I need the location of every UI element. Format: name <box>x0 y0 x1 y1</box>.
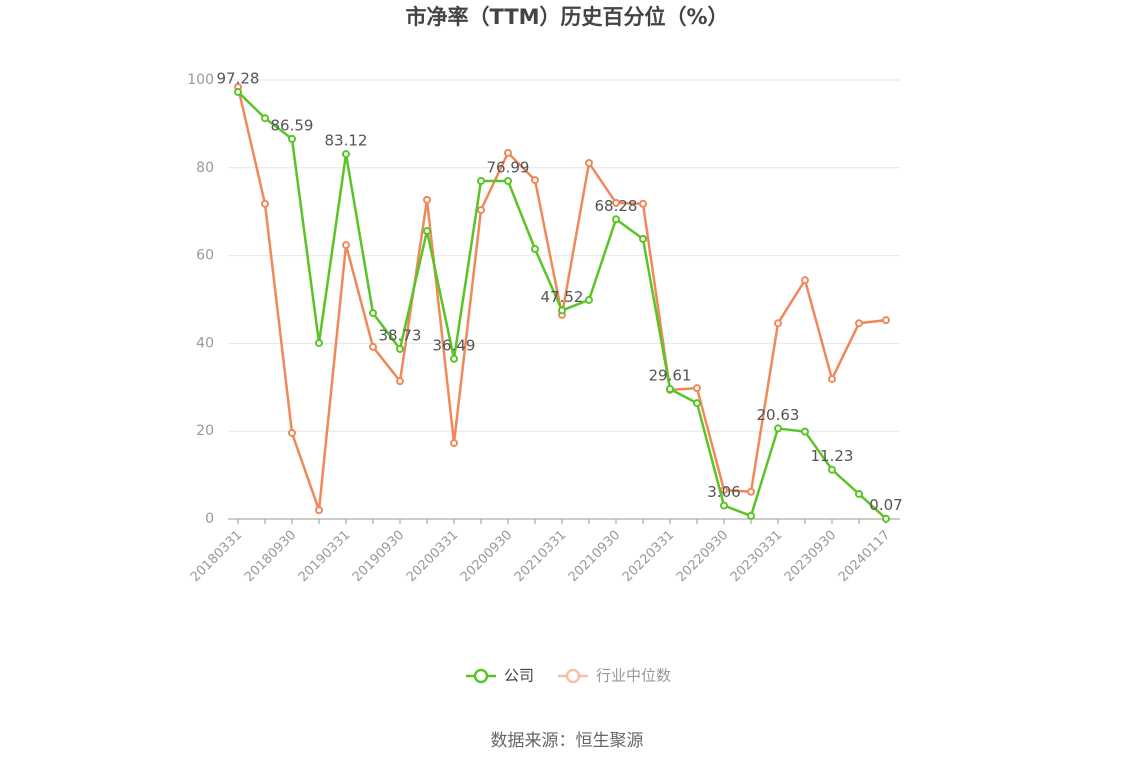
x-tick-label: 20220930 <box>674 528 731 585</box>
data-label: 83.12 <box>325 132 368 150</box>
data-label: 11.23 <box>811 447 854 465</box>
point <box>342 150 350 159</box>
x-tick-label: 20200930 <box>458 528 515 585</box>
x-tick-label: 20210930 <box>566 528 623 585</box>
x-tick-label: 20190930 <box>350 528 407 585</box>
y-tick-label: 80 <box>196 160 214 176</box>
point <box>288 134 296 143</box>
data-label: 29.61 <box>649 367 692 385</box>
chart-title: 市净率（TTM）历史百分位（%） <box>405 5 728 29</box>
x-tick-label: 20240117 <box>836 528 893 585</box>
point <box>612 198 620 207</box>
point <box>693 384 701 393</box>
point <box>639 199 647 208</box>
point <box>585 158 593 167</box>
y-tick-label: 100 <box>187 72 214 88</box>
data-label: 20.63 <box>757 406 800 424</box>
point <box>666 385 674 394</box>
point <box>450 354 458 363</box>
y-tick-label: 40 <box>196 335 214 351</box>
y-tick-label: 0 <box>205 511 214 527</box>
point <box>504 177 512 186</box>
point <box>639 234 647 243</box>
point <box>450 439 458 448</box>
point <box>774 319 782 328</box>
point <box>882 316 890 325</box>
x-tick-label: 20210331 <box>512 528 569 585</box>
y-tick-label: 60 <box>196 248 214 264</box>
x-tick-label: 20180930 <box>242 528 299 585</box>
point <box>585 295 593 304</box>
data-label: 3.06 <box>707 483 740 501</box>
point <box>747 511 755 520</box>
point <box>423 227 431 236</box>
x-tick-label: 20230331 <box>728 528 785 585</box>
x-tick-label: 20230930 <box>782 528 839 585</box>
data-label: 38.73 <box>379 326 422 344</box>
point <box>315 338 323 347</box>
x-tick-label: 20220331 <box>620 528 677 585</box>
point <box>828 374 836 383</box>
point <box>828 465 836 474</box>
point <box>693 399 701 408</box>
x-tick-label: 20190331 <box>296 528 353 585</box>
data-label: 36.49 <box>433 336 476 354</box>
point <box>882 514 890 523</box>
point <box>558 306 566 315</box>
point <box>342 241 350 250</box>
legend-label: 行业中位数 <box>596 667 671 685</box>
source: 数据来源：恒生聚源 <box>491 731 644 751</box>
legend-label: 公司 <box>504 667 534 685</box>
data-label: 47.52 <box>541 288 584 306</box>
x-tick-label: 20200331 <box>404 528 461 585</box>
point <box>477 205 485 214</box>
point <box>261 114 269 123</box>
data-label: 76.99 <box>487 159 530 177</box>
point <box>801 427 809 436</box>
legend-marker <box>565 668 581 684</box>
point <box>369 342 377 351</box>
data-label: 0.07 <box>869 496 902 514</box>
data-label: 68.28 <box>595 197 638 215</box>
point <box>720 501 728 510</box>
point <box>801 276 809 285</box>
point <box>234 87 242 96</box>
point <box>477 176 485 185</box>
point <box>504 148 512 157</box>
point <box>774 424 782 433</box>
point <box>747 487 755 496</box>
point <box>855 489 863 498</box>
x-tick-label: 20180331 <box>188 528 245 585</box>
point <box>612 215 620 224</box>
data-label: 97.28 <box>217 69 260 87</box>
point <box>396 377 404 386</box>
point <box>369 309 377 318</box>
point <box>315 506 323 515</box>
y-tick-label: 20 <box>196 423 214 439</box>
point <box>855 319 863 328</box>
point <box>288 428 296 437</box>
point <box>423 195 431 204</box>
point <box>396 344 404 353</box>
point <box>261 199 269 208</box>
point <box>531 176 539 185</box>
point <box>531 245 539 254</box>
data-label: 86.59 <box>271 116 314 134</box>
legend-marker <box>473 668 489 684</box>
